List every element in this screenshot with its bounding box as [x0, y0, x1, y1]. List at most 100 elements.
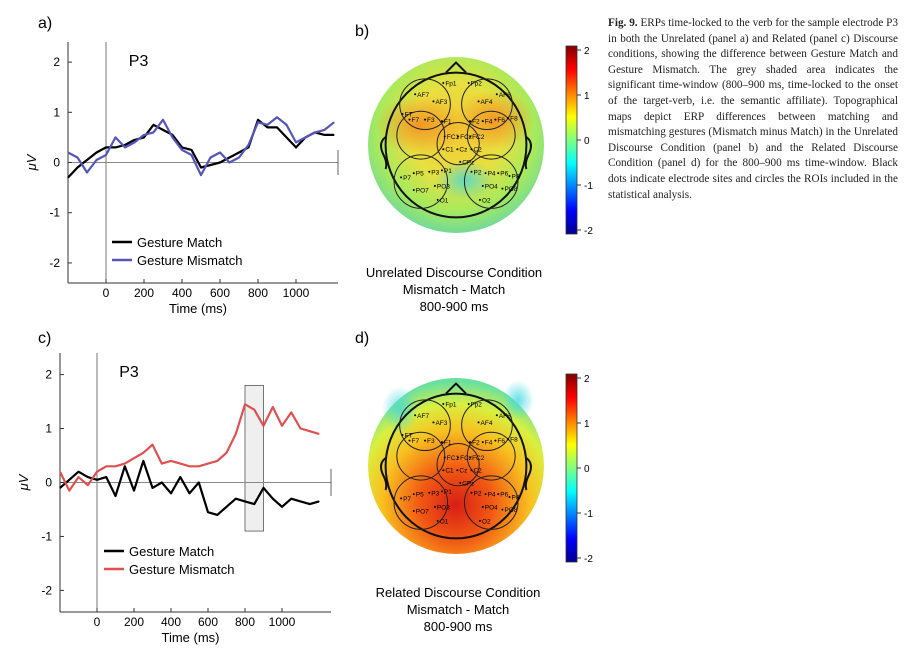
y-axis-label: μV [16, 473, 31, 491]
data-point [124, 146, 126, 149]
electrode-label: AF7 [417, 413, 429, 420]
data-point [86, 171, 88, 174]
electrode-label: C1 [445, 468, 454, 475]
electrode-dot [478, 519, 481, 522]
electrode-label: O1 [440, 197, 449, 204]
x-tick-label: 0 [94, 615, 101, 629]
electrode-label: AF4 [481, 99, 493, 106]
x-tick-label: 600 [210, 286, 230, 300]
head-outline [384, 392, 528, 540]
x-axis-label: Time (ms) [169, 301, 227, 316]
data-point [124, 144, 126, 146]
electrode-dot [436, 519, 439, 522]
data-point [295, 141, 297, 144]
y-tick-label: 0 [45, 476, 52, 490]
data-point [133, 457, 135, 459]
y-tick-label: 1 [53, 105, 60, 119]
electrode-label: Fp2 [471, 402, 483, 409]
electrode-dot [481, 441, 484, 444]
electrode-dot [424, 118, 427, 121]
data-point [333, 121, 335, 123]
data-point [216, 460, 218, 462]
data-point [161, 463, 163, 465]
electrode-dot [477, 100, 480, 103]
electrode-dot [507, 117, 510, 120]
electrode-label: PO4 [485, 183, 498, 190]
data-point [152, 124, 155, 126]
data-point [262, 425, 265, 427]
electrode-label: PO7 [416, 188, 429, 195]
x-tick-label: 800 [235, 615, 255, 629]
electrode-label: FT [404, 112, 412, 119]
roi-circle [393, 154, 449, 209]
y-tick-label: -2 [41, 583, 52, 597]
data-point [59, 487, 61, 489]
electrode-label: O2 [482, 518, 491, 525]
electrode-label: FCz [460, 455, 472, 462]
data-point [285, 136, 288, 138]
deactivation-region [435, 160, 495, 200]
data-point [247, 144, 250, 146]
colorbar-tick-label: -1 [584, 181, 593, 192]
data-point [207, 511, 209, 513]
data-point [299, 427, 302, 430]
electrode-label: P7 [403, 496, 411, 503]
data-point [86, 159, 88, 161]
data-point [228, 156, 231, 159]
roi-circle [396, 431, 446, 481]
data-point [333, 134, 335, 136]
electrode-label: P8 [512, 173, 520, 180]
roi-circle [463, 475, 519, 530]
electrode-dot [408, 439, 411, 442]
electrode-dot [442, 469, 445, 472]
right-ear-outline [524, 457, 532, 491]
data-point [76, 166, 79, 169]
electrode-label: F7 [412, 438, 420, 445]
data-point [179, 463, 181, 465]
colorbar-gradient [565, 45, 578, 235]
electrode-dot [457, 135, 460, 138]
electrode-dot [507, 438, 510, 441]
electrode-dot [440, 120, 443, 123]
electrode-dot [457, 456, 460, 459]
colorbar-tick-label: 0 [584, 136, 590, 147]
roi-circle [436, 121, 480, 166]
electrode-dot [495, 414, 498, 417]
electrode-dot [440, 490, 443, 493]
left-ear-outline [380, 457, 388, 491]
electrode-dot [424, 439, 427, 442]
data-point [235, 433, 237, 435]
x-tick-label: 1000 [283, 286, 310, 300]
electrode-label: P5 [416, 492, 424, 499]
electrode-dot [484, 493, 487, 496]
data-point [96, 479, 98, 481]
electrode-dot [443, 456, 446, 459]
electrode-label: O1 [440, 518, 449, 525]
colorbar-d: 2 1 0 -1 -2 [565, 373, 593, 565]
electrode-label: F6 [497, 117, 505, 124]
electrode-dot [501, 187, 504, 190]
electrode-dot [442, 82, 445, 85]
data-point [105, 465, 107, 467]
electrode-dot [495, 93, 498, 96]
panel-label-a: a) [38, 15, 52, 32]
data-point [314, 131, 316, 133]
electrode-label: CPz [462, 159, 474, 166]
topomap-d-title-line-2: Mismatch - Match [407, 602, 510, 617]
data-point [77, 471, 80, 473]
data-point [190, 149, 193, 151]
figure-caption: Fig. 9. ERPs time-locked to the verb for… [608, 16, 898, 203]
electrode-label: PO7 [416, 509, 429, 516]
data-point [285, 124, 288, 126]
data-point [257, 121, 259, 123]
legend-label: Gesture Match [129, 544, 214, 559]
electrode-label: AF3 [435, 99, 447, 106]
data-point [304, 136, 307, 138]
electrode-label: FT [404, 433, 412, 440]
electrode-label: F6 [497, 438, 505, 445]
roi-circle [466, 431, 516, 481]
panel-label-b: b) [355, 23, 369, 40]
colorbar-gradient [565, 373, 578, 563]
